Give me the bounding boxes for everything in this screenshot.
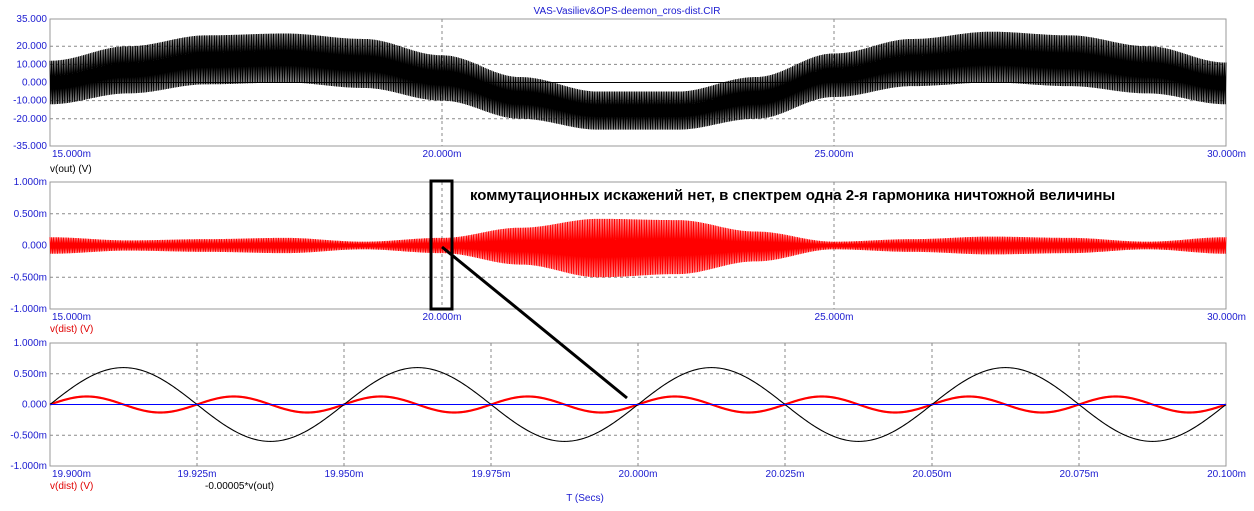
x-tick-label: 19.975m bbox=[472, 469, 511, 480]
y-tick-label: 0.000 bbox=[22, 400, 47, 411]
x-tick-label: 25.000m bbox=[815, 149, 854, 160]
y-tick-label: 20.000 bbox=[16, 41, 47, 52]
y-tick-label: -35.000 bbox=[13, 141, 47, 152]
y-tick-label: 0.000 bbox=[22, 241, 47, 252]
x-tick-label: 20.050m bbox=[913, 469, 952, 480]
vdist-ylabel: v(dist) (V) bbox=[50, 324, 93, 335]
series-line bbox=[49, 31, 1227, 130]
y-tick-label: -1.000m bbox=[10, 461, 47, 472]
y-tick-label: -10.000 bbox=[13, 96, 47, 107]
vout-panel: 35.000 20.000 10.000 0.000 -10.000 -20.000 -35… bbox=[13, 14, 1246, 160]
x-tick-label: 30.000m bbox=[1207, 149, 1246, 160]
y-tick-label: 10.000 bbox=[16, 59, 47, 70]
x-tick-label: 19.950m bbox=[325, 469, 364, 480]
annotation-box bbox=[429, 179, 454, 311]
y-tick-label: 0.000 bbox=[22, 78, 47, 89]
x-tick-label: 20.000m bbox=[619, 469, 658, 480]
y-tick-label: 0.500m bbox=[14, 209, 47, 220]
series-line bbox=[49, 218, 1227, 278]
x-tick-label: 15.000m bbox=[52, 149, 91, 160]
zoom-panel: 1.000m 0.500m 0.000 -0.500m -1.000m 19.900m 19… bbox=[10, 338, 1246, 480]
zoom-legend-vdist: v(dist) (V) bbox=[50, 481, 93, 492]
x-tick-label: 30.000m bbox=[1207, 312, 1246, 323]
annotation-arrow bbox=[441, 245, 628, 400]
x-tick-label: 25.000m bbox=[815, 312, 854, 323]
x-tick-label: 20.075m bbox=[1060, 469, 1099, 480]
x-tick-label: 19.900m bbox=[52, 469, 91, 480]
y-tick-label: -0.500m bbox=[10, 430, 47, 441]
x-tick-label: 15.000m bbox=[52, 312, 91, 323]
x-tick-label: 20.000m bbox=[423, 149, 462, 160]
x-tick-label: 19.925m bbox=[178, 469, 217, 480]
y-tick-label: -20.000 bbox=[13, 114, 47, 125]
y-tick-label: -0.500m bbox=[10, 272, 47, 283]
vout-ylabel: v(out) (V) bbox=[50, 164, 92, 175]
window-title: VAS-Vasiliev&OPS-deemon_cros-dist.CIR bbox=[534, 6, 721, 17]
x-tick-label: 20.100m bbox=[1207, 469, 1246, 480]
zoom-legend-vout: -0.00005*v(out) bbox=[205, 481, 274, 492]
y-tick-label: -1.000m bbox=[10, 304, 47, 315]
y-tick-label: 0.500m bbox=[14, 369, 47, 380]
x-axis-label: T (Secs) bbox=[566, 493, 604, 504]
y-tick-label: 1.000m bbox=[14, 338, 47, 349]
vdist-panel: 1.000m 0.500m 0.000 -0.500m -1.000m 15.000m 20… bbox=[10, 177, 1246, 323]
y-tick-label: 1.000m bbox=[14, 177, 47, 188]
y-tick-label: 35.000 bbox=[16, 14, 47, 25]
x-tick-label: 20.025m bbox=[766, 469, 805, 480]
annotation-text: коммутационных искажений нет, в спектрем… bbox=[470, 187, 1115, 204]
x-tick-label: 20.000m bbox=[423, 312, 462, 323]
